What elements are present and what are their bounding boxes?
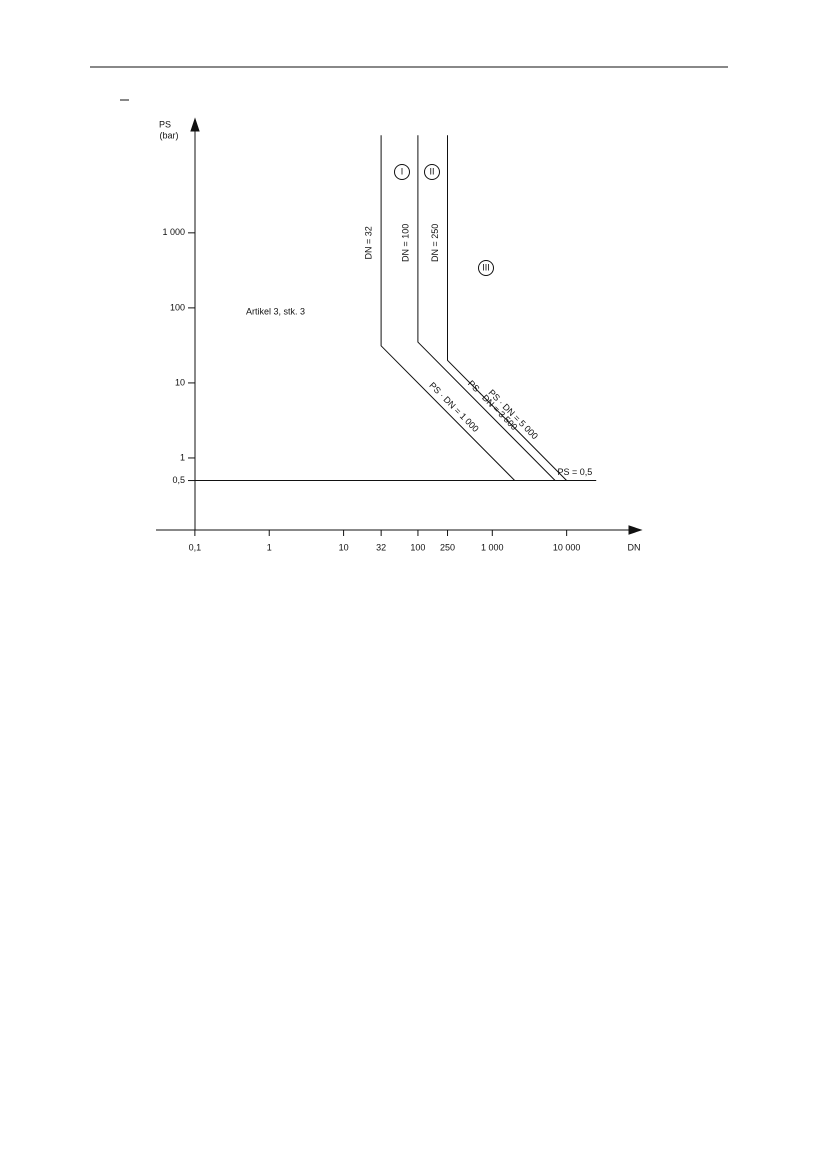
- y-tick-label: 1 000: [162, 227, 185, 237]
- series-label: DN = 100: [400, 224, 410, 262]
- x-tick-label: 32: [376, 542, 386, 552]
- x-axis-label: DN: [628, 542, 641, 552]
- category-circle: [394, 164, 410, 180]
- y-tick-label: 1: [180, 452, 185, 462]
- x-tick-label: 100: [410, 542, 425, 552]
- y-axis-unit: (bar): [159, 130, 178, 140]
- x-tick-label: 0,1: [189, 542, 202, 552]
- series-line: [417, 135, 556, 481]
- series-line: [380, 135, 516, 481]
- y-axis-label: PS: [159, 119, 171, 129]
- category-circle: [478, 260, 494, 276]
- x-axis-arrow: [628, 525, 643, 535]
- y-tick-label: 100: [170, 302, 185, 312]
- diagonal-label: PS · DN = 5 000: [487, 387, 540, 441]
- category-label: I: [401, 166, 404, 176]
- annotation: Artikel 3, stk. 3: [246, 306, 305, 316]
- y-axis-arrow: [190, 117, 200, 132]
- y-tick-label: 0,5: [172, 475, 185, 485]
- x-tick-label: 10 000: [553, 542, 581, 552]
- x-tick-label: 1 000: [481, 542, 504, 552]
- category-label: II: [429, 166, 434, 176]
- series-line: [447, 135, 567, 481]
- x-tick-label: 10: [339, 542, 349, 552]
- x-tick-label: 250: [440, 542, 455, 552]
- series-label: DN = 32: [364, 226, 374, 259]
- category-circle: [424, 164, 440, 180]
- category-label: III: [482, 262, 490, 272]
- series-label: PS = 0,5: [557, 467, 592, 477]
- series-label: DN = 250: [430, 224, 440, 262]
- x-tick-label: 1: [267, 542, 272, 552]
- y-tick-label: 10: [175, 377, 185, 387]
